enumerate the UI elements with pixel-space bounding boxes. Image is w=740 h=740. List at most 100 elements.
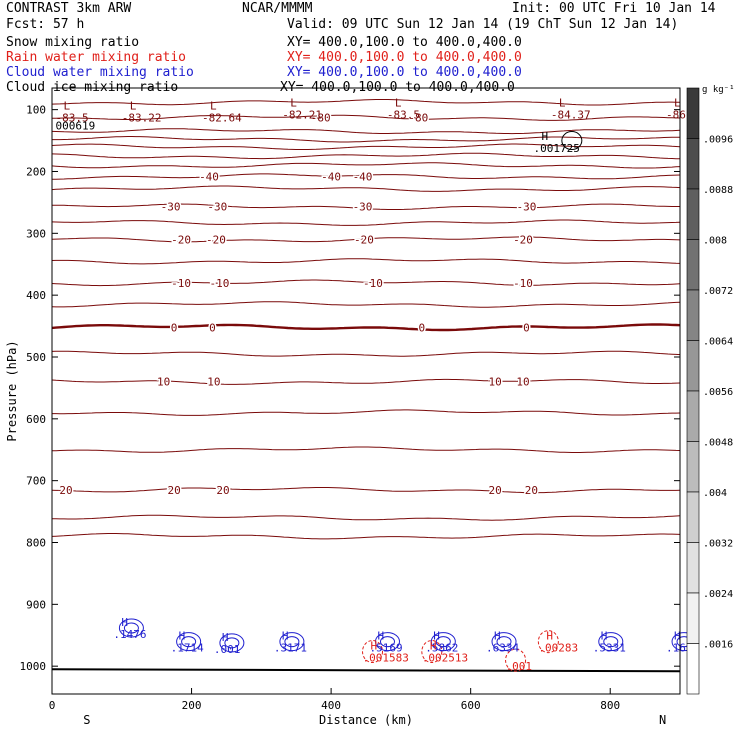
colorbar-swatch: [686, 542, 700, 594]
y-tick-label: 900: [26, 598, 46, 611]
extremum-marker: H: [494, 630, 501, 643]
isotherm-line: [51, 487, 681, 494]
isotherm-line: [52, 409, 681, 416]
cloud-water-contour: [379, 636, 395, 648]
isotherm-label: -20: [206, 234, 226, 247]
field-name-cloud-water: Cloud water mixing ratio: [6, 65, 194, 80]
isotherm-line: [51, 350, 681, 357]
isotherm-label: 20: [525, 484, 538, 497]
rain-water-contour: [505, 648, 527, 672]
isotherm-label: -80: [408, 112, 428, 125]
extremum-value: .001: [506, 660, 533, 673]
forecast-hour: Fcst: 57 h: [6, 17, 85, 32]
isotherm-line: [51, 301, 681, 308]
extremum-value: .5331: [593, 642, 626, 655]
colorbar-label: .0048: [703, 438, 733, 449]
isotherm-label: -30: [207, 201, 227, 214]
colorbar-swatch: [686, 592, 700, 644]
cloud-water-contour: [123, 622, 139, 634]
extremum-marker: H: [433, 630, 440, 643]
isotherm-label: -80: [311, 112, 331, 125]
isotherm-line: [51, 236, 681, 243]
y-tick-label: 700: [26, 475, 46, 488]
extremum-value: 000619: [55, 120, 95, 133]
cloud-water-contour: [279, 632, 305, 652]
colorbar-label: .0088: [703, 185, 733, 196]
isotherm-label: -10: [513, 277, 533, 290]
field-name-snow: Snow mixing ratio: [6, 35, 140, 50]
extremum-marker: H: [222, 631, 229, 644]
isotherm-label: -20: [513, 234, 533, 247]
colorbar-swatch: [686, 87, 700, 139]
extremum-marker: L: [63, 100, 70, 113]
colorbar-swatch: [686, 340, 700, 392]
extremum-value: .001725: [533, 142, 579, 155]
x-tick-label: 200: [182, 699, 202, 712]
isotherm-line: [51, 533, 681, 540]
x-tick-label: 800: [600, 699, 620, 712]
extremum-value: -83.5: [387, 109, 420, 122]
isotherm-label: -40: [199, 170, 219, 183]
extremum-value: .1476: [113, 628, 146, 641]
cloud-water-contour: [118, 618, 144, 638]
x-tick-label: 600: [461, 699, 481, 712]
extremum-value: .5862: [425, 642, 458, 655]
cloud-water-contour: [496, 636, 512, 648]
cloud-water-contour: [219, 633, 245, 653]
isotherm-label: -20: [171, 234, 191, 247]
y-tick-label: 400: [26, 289, 46, 302]
isotherm-line: [51, 378, 681, 385]
extremum-marker: H: [377, 630, 384, 643]
cloud-water-contour: [430, 632, 456, 652]
isotherm-label: -40: [321, 170, 341, 183]
colorbar-swatch: [686, 138, 700, 190]
colorbar-swatch: [686, 239, 700, 291]
isotherm-line: [51, 279, 681, 287]
extremum-marker: L: [210, 100, 217, 113]
extremum-value: .169: [666, 642, 693, 655]
isotherm-label: 10: [488, 376, 501, 389]
colorbar-label: .0032: [703, 539, 733, 550]
x-tick-label: 0: [49, 699, 56, 712]
extremum-value: -82.21: [282, 109, 322, 122]
colorbar-swatch: [686, 188, 700, 240]
x-tick-label: 400: [321, 699, 341, 712]
cloud-water-contour: [284, 636, 300, 648]
isotherm-line: [51, 143, 681, 150]
rain-water-contour: [537, 630, 559, 654]
isotherm-line: [51, 152, 680, 160]
isotherm-label: 0: [419, 321, 426, 334]
colorbar-swatch: [686, 491, 700, 543]
cloud-water-contour: [491, 632, 517, 652]
field-xy-snow: XY= 400.0,100.0 to 400.0,400.0: [287, 35, 522, 50]
plot-frame: [51, 87, 681, 695]
extremum-marker: L: [290, 97, 297, 110]
y-tick-label: 600: [26, 413, 46, 426]
extremum-marker: H: [541, 130, 548, 143]
extremum-value: .1714: [171, 642, 204, 655]
extremum-marker: H: [282, 630, 289, 643]
field-xy-cloud-water: XY= 400.0,100.0 to 400.0,400.0: [287, 65, 522, 80]
isotherm-label: 20: [59, 484, 72, 497]
colorbar-swatch: [686, 441, 700, 493]
y-tick-label: 200: [26, 165, 46, 178]
isotherm-layer: [51, 99, 681, 673]
extremum-marker: L: [559, 97, 566, 110]
extremum-value: .3171: [274, 642, 307, 655]
extremum-marker: H: [121, 616, 128, 629]
extremum-value: -82.64: [202, 112, 242, 125]
isotherm-line: [51, 128, 681, 135]
extremum-value: -83.22: [122, 112, 162, 125]
isotherm-line: [51, 162, 681, 169]
colorbar-label: .0064: [703, 337, 733, 348]
extremum-value: -83.5: [55, 112, 88, 125]
extremum-value: .00283: [538, 642, 578, 655]
isotherm-label: -30: [517, 201, 537, 214]
cloud-contour-layer: [118, 131, 697, 672]
cloud-water-contour: [176, 632, 202, 652]
rain-water-contour: [362, 640, 384, 664]
colorbar-label: .008: [703, 236, 727, 247]
extremum-value: -84.37: [551, 109, 591, 122]
center-title: NCAR/MMMM: [242, 1, 313, 16]
colorbar: .0096 .0088 .008 .0072 .0064 .0056 .0048 .004 .0…: [686, 85, 735, 695]
